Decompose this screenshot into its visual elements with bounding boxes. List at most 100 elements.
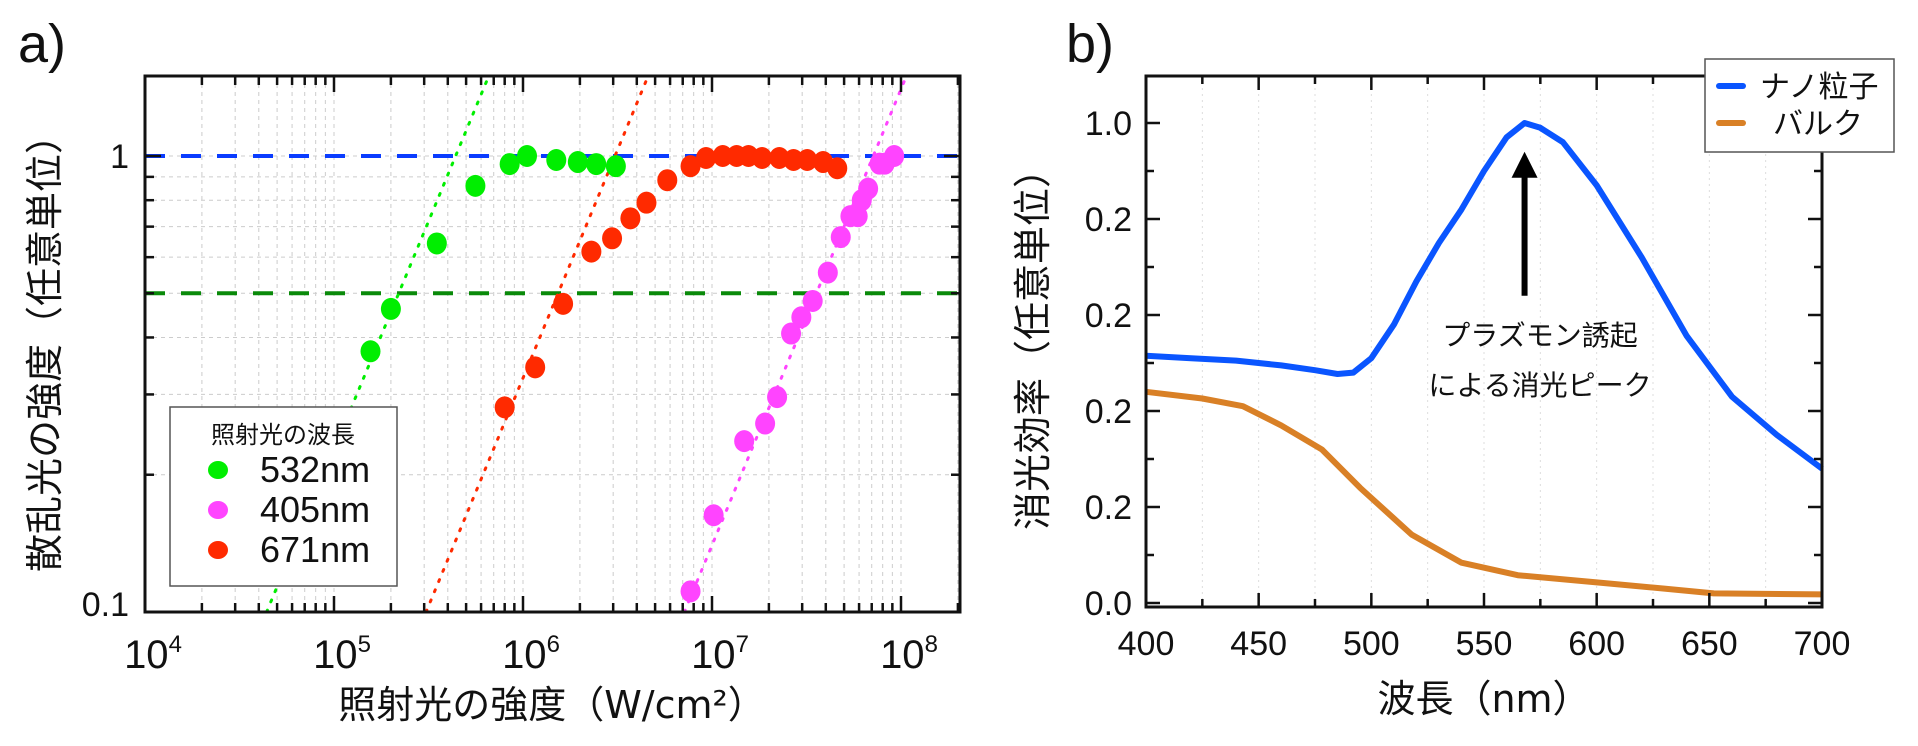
data-point-671nm (657, 169, 678, 192)
data-point-405nm (858, 177, 879, 200)
panel-label-a: a) (18, 14, 66, 74)
x-tick-exponent: 4 (169, 631, 182, 658)
x-tick-label: 700 (1794, 625, 1851, 663)
legend-marker-532nm (208, 461, 228, 479)
plot-frame-b (1144, 74, 1824, 609)
panel-label-b: b) (1066, 14, 1114, 74)
chart-a: a) 104 105 106 107 108 0.11 照射光の強度（W/cm²） 散乱… (18, 14, 962, 727)
x-tick-exponent: 8 (925, 631, 938, 658)
data-point-671nm (525, 356, 546, 379)
data-point-405nm (781, 322, 802, 345)
data-points-a (360, 145, 905, 603)
data-point-671nm (494, 396, 515, 419)
x-tick-base: 10 (502, 633, 547, 677)
data-point-405nm (830, 226, 851, 249)
y-tick-label: 0.2 (1085, 297, 1132, 335)
x-tick-labels-a: 104 105 106 107 108 (124, 631, 938, 677)
data-point-532nm (380, 297, 401, 320)
x-tick-exponent: 7 (736, 631, 749, 658)
annotation-line-1: プラズモン誘起 (1442, 319, 1637, 352)
data-point-671nm (553, 292, 574, 315)
x-tick-exponent: 5 (358, 631, 371, 658)
legend-label-532nm: 532nm (260, 449, 370, 490)
data-point-405nm (755, 412, 776, 435)
data-point-671nm (752, 146, 773, 169)
data-point-532nm (360, 340, 381, 363)
grid-b (1201, 76, 1767, 607)
x-tick-label: 105 (313, 631, 371, 677)
axes-a (143, 74, 962, 614)
data-point-532nm (546, 149, 567, 172)
x-tick-label: 600 (1568, 625, 1625, 663)
y-tick-labels-a: 0.11 (82, 138, 129, 624)
data-point-405nm (791, 306, 812, 329)
data-point-671nm (680, 155, 701, 178)
plot-frame-a (143, 74, 962, 614)
y-tick-label: 0.1 (82, 586, 129, 624)
arrow-head-icon (1511, 151, 1538, 178)
data-point-671nm (602, 227, 623, 250)
y-tick-label: 1.0 (1085, 105, 1132, 143)
annotation-line-2: による消光ピーク (1428, 369, 1651, 402)
data-point-532nm (499, 153, 520, 176)
data-point-405nm (703, 504, 724, 527)
y-tick-label: 0.0 (1085, 585, 1132, 623)
legend-label-405nm: 405nm (260, 489, 370, 530)
data-point-671nm (712, 145, 733, 167)
data-point-405nm (884, 145, 905, 167)
y-tick-label: 0.2 (1085, 393, 1132, 431)
x-tick-base: 10 (691, 633, 736, 677)
data-point-405nm (680, 580, 701, 603)
data-point-532nm (465, 174, 486, 197)
x-tick-base: 10 (880, 633, 925, 677)
data-point-405nm (817, 261, 838, 284)
data-lines-b (1145, 120, 1824, 598)
legend-marker-405nm (208, 501, 228, 519)
data-point-532nm (426, 232, 447, 255)
legend-label-671nm: 671nm (260, 529, 370, 570)
data-point-532nm (605, 155, 626, 178)
x-tick-label: 107 (691, 631, 749, 677)
y-axis-label-b: 消光効率（任意単位） (1011, 150, 1055, 530)
data-point-405nm (767, 386, 788, 409)
x-tick-base: 10 (313, 633, 358, 677)
series-line-ナノ粒子 (1145, 120, 1824, 472)
data-point-532nm (586, 153, 607, 176)
x-tick-exponent: 6 (547, 631, 560, 658)
legend-box-b (1704, 58, 1895, 153)
x-tick-label: 650 (1681, 625, 1738, 663)
x-axis-label-b: 波長（nm） (1377, 677, 1590, 721)
data-point-405nm (802, 289, 823, 312)
data-point-532nm (567, 151, 588, 174)
annotation: プラズモン誘起 による消光ピーク (1428, 151, 1652, 402)
legend-title: 照射光の波長 (211, 421, 355, 449)
y-tick-label: 0.2 (1085, 201, 1132, 239)
x-tick-label: 104 (124, 631, 182, 677)
x-tick-label: 400 (1118, 625, 1175, 663)
y-tick-label: 1 (110, 138, 129, 176)
x-tick-label: 450 (1230, 625, 1287, 663)
y-tick-labels-b: 1.0 0.2 0.2 0.2 0.2 0.0 (1085, 105, 1132, 623)
data-point-405nm (734, 430, 755, 453)
data-point-671nm (581, 240, 602, 263)
legend-label-ナノ粒子: ナノ粒子 (1760, 70, 1879, 105)
data-point-671nm (797, 149, 818, 172)
x-tick-label: 106 (502, 631, 560, 677)
data-point-671nm (783, 149, 804, 172)
x-tick-base: 10 (124, 633, 169, 677)
x-tick-label: 108 (880, 631, 938, 677)
fit-line-532nm (265, 76, 491, 612)
data-point-671nm (827, 157, 848, 180)
data-point-671nm (636, 191, 657, 214)
legend-label-バルク: バルク (1773, 107, 1863, 142)
x-tick-label: 550 (1456, 625, 1513, 663)
data-point-532nm (517, 145, 538, 167)
y-tick-label: 0.2 (1085, 489, 1132, 527)
chart-b: b) 400 450 500 550 600 650 700 1.0 0.2 0.2 0.2 0.2… (1011, 14, 1895, 721)
data-point-671nm (620, 207, 641, 230)
legend-box-a (169, 406, 398, 587)
x-axis-label-a: 照射光の強度（W/cm²） (338, 683, 766, 727)
